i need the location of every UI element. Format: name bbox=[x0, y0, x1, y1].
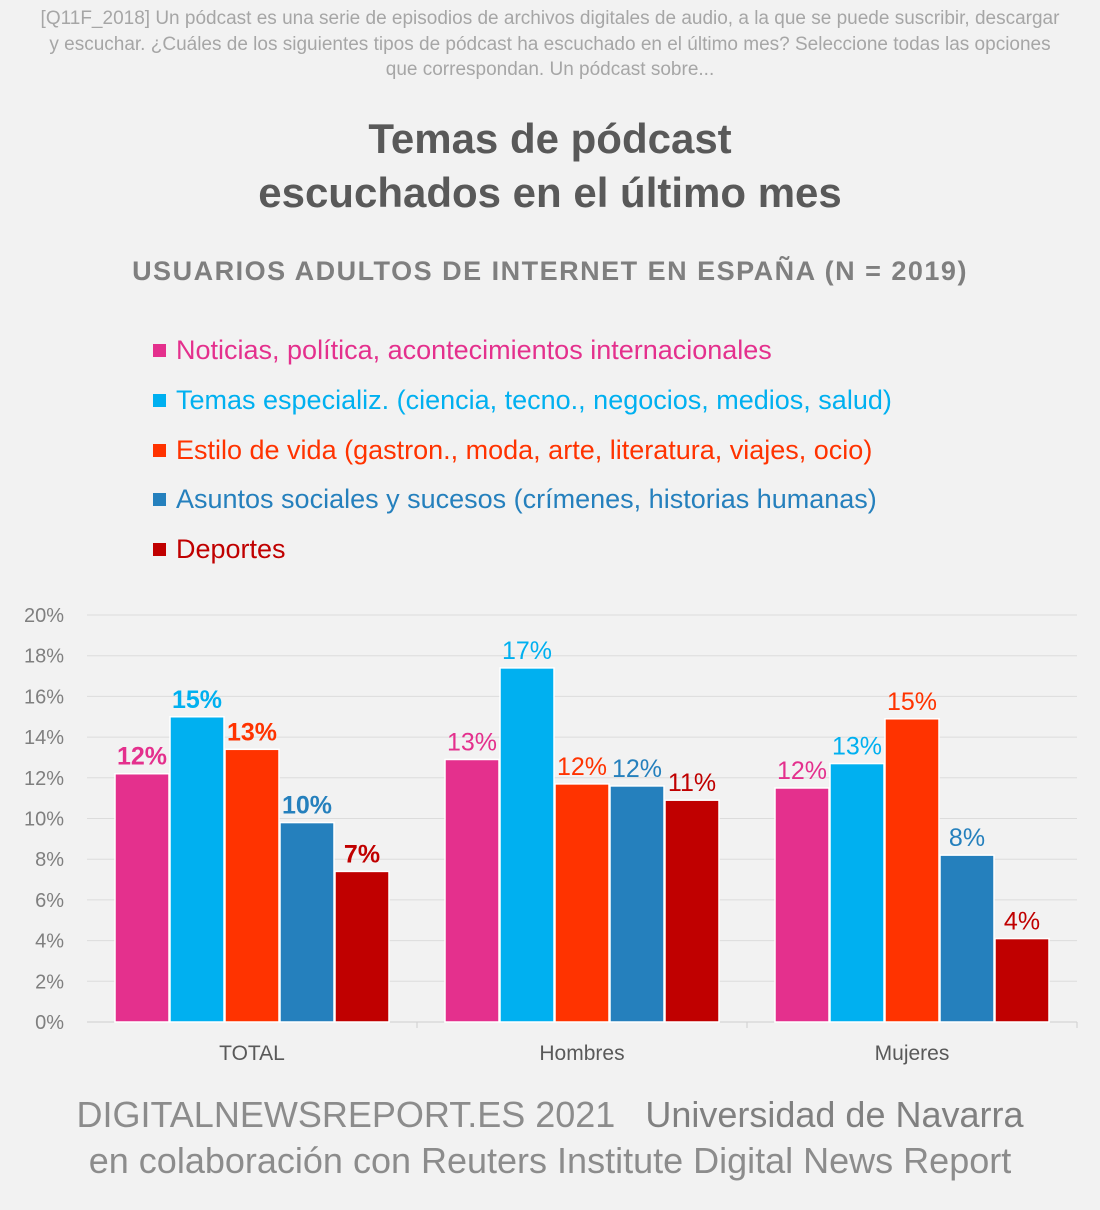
chart-subtitle: USUARIOS ADULTOS DE INTERNET EN ESPAÑA (… bbox=[132, 256, 968, 286]
bar bbox=[114, 772, 170, 1023]
legend-swatch bbox=[153, 344, 166, 358]
data-label: 12% bbox=[777, 757, 827, 785]
legend-label: Temas especializ. (ciencia, tecno., nego… bbox=[176, 385, 892, 416]
title-line-1: Temas de pódcast bbox=[368, 115, 732, 162]
legend-swatch bbox=[153, 543, 166, 557]
bar bbox=[334, 870, 390, 1023]
legend-label: Noticias, política, acontecimientos inte… bbox=[176, 335, 772, 366]
y-tick-label: 0% bbox=[35, 1012, 64, 1034]
legend-item: Estilo de vida (gastron., moda, arte, li… bbox=[153, 425, 892, 475]
legend-label: Asuntos sociales y sucesos (crímenes, hi… bbox=[176, 484, 877, 515]
legend-item: Noticias, política, acontecimientos inte… bbox=[153, 326, 892, 376]
legend-label: Estilo de vida (gastron., moda, arte, li… bbox=[176, 434, 873, 465]
y-tick-label: 8% bbox=[35, 849, 64, 871]
data-label: 15% bbox=[887, 688, 937, 716]
footer-collab: en colaboración con Reuters Institute Di… bbox=[88, 1140, 1012, 1181]
y-tick-label: 10% bbox=[24, 809, 64, 831]
footer-university: Universidad de Navarra bbox=[645, 1094, 1024, 1135]
legend-swatch bbox=[153, 394, 166, 408]
legend-item: Deportes bbox=[153, 525, 892, 575]
bar bbox=[994, 937, 1050, 1023]
data-label: 10% bbox=[282, 792, 332, 820]
y-tick-label: 18% bbox=[24, 646, 64, 668]
bar bbox=[554, 783, 610, 1023]
data-label: 17% bbox=[502, 637, 552, 665]
y-tick-label: 2% bbox=[35, 971, 64, 993]
bar bbox=[279, 821, 335, 1023]
data-label: 11% bbox=[668, 769, 716, 797]
bar bbox=[444, 758, 500, 1023]
data-label: 12% bbox=[117, 743, 167, 771]
footer: DIGITALNEWSREPORT.ES 2021 Universidad de… bbox=[0, 1092, 1100, 1184]
bar bbox=[499, 667, 555, 1023]
legend-item: Temas especializ. (ciencia, tecno., nego… bbox=[153, 376, 892, 426]
data-label: 13% bbox=[832, 733, 882, 761]
bar bbox=[884, 718, 940, 1023]
data-label: 7% bbox=[344, 840, 380, 868]
bar bbox=[774, 787, 830, 1023]
bar bbox=[939, 854, 995, 1023]
data-label: 12% bbox=[557, 753, 607, 781]
legend: Noticias, política, acontecimientos inte… bbox=[153, 326, 892, 574]
legend-label: Deportes bbox=[176, 534, 286, 565]
survey-question: [Q11F_2018] Un pódcast es una serie de e… bbox=[40, 8, 1060, 80]
y-tick-label: 14% bbox=[24, 727, 64, 749]
y-tick-label: 12% bbox=[24, 768, 64, 790]
data-label: 15% bbox=[172, 686, 222, 714]
chart-title: Temas de pódcast escuchados en el último… bbox=[0, 112, 1100, 220]
bar-chart: 0%2%4%6%8%10%12%14%16%18%20%TOTAL12%15%1… bbox=[24, 605, 1078, 1065]
bar bbox=[664, 799, 720, 1023]
x-tick-label: Hombres bbox=[539, 1042, 624, 1065]
y-tick-label: 4% bbox=[35, 931, 64, 953]
legend-item: Asuntos sociales y sucesos (crímenes, hi… bbox=[153, 475, 892, 525]
y-tick-label: 16% bbox=[24, 686, 64, 708]
data-label: 13% bbox=[447, 728, 497, 756]
x-tick-label: Mujeres bbox=[875, 1042, 950, 1065]
y-tick-label: 20% bbox=[24, 605, 64, 627]
legend-swatch bbox=[153, 493, 166, 507]
data-label: 8% bbox=[949, 824, 985, 852]
bar bbox=[829, 762, 885, 1023]
data-label: 13% bbox=[227, 718, 277, 746]
legend-swatch bbox=[153, 443, 166, 457]
x-tick-label: TOTAL bbox=[219, 1042, 285, 1065]
y-tick-label: 6% bbox=[35, 890, 64, 912]
data-label: 12% bbox=[612, 755, 662, 783]
bar bbox=[609, 785, 665, 1023]
bar bbox=[169, 716, 225, 1023]
footer-site: DIGITALNEWSREPORT.ES 2021 bbox=[76, 1094, 616, 1135]
data-label: 4% bbox=[1004, 908, 1040, 936]
bar bbox=[224, 748, 280, 1023]
title-line-2: escuchados en el último mes bbox=[258, 169, 842, 216]
